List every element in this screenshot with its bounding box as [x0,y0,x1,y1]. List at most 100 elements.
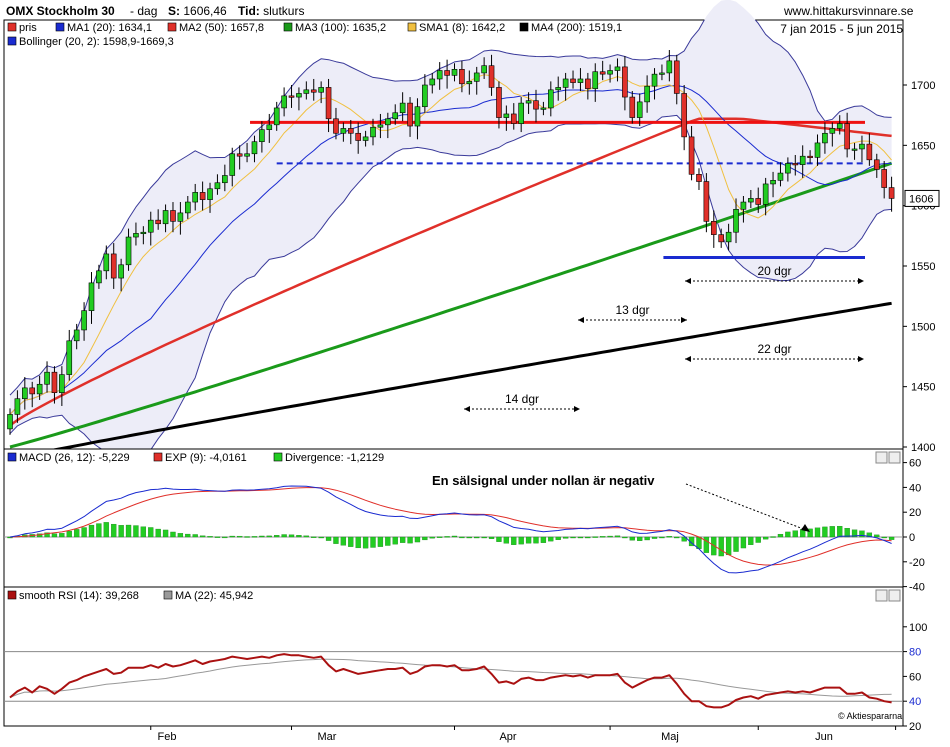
candle [22,387,28,400]
span-20-label: 20 dgr [757,264,791,278]
macd-panel: -40 -20 0 20 40 60 En sälsignal under nollan ä… [3,448,925,594]
macd-y-tick-label: 40 [909,482,921,494]
candle [873,159,880,170]
divergence-bar [81,527,87,538]
legend-main-label: MA1 (20): 1634,1 [67,22,152,34]
divergence-bar [96,523,102,538]
divergence-bar [377,536,384,547]
x-tick-label: Apr [499,731,516,743]
rsi-y-tick-label: 100 [909,622,927,634]
candle [177,212,184,222]
divergence-bar [140,526,147,538]
divergence-bar [481,536,487,539]
divergence-bar [740,536,747,549]
legend-main-swatch [7,22,17,32]
candle [799,155,806,165]
span-22-arrow-right [858,356,864,362]
candle [296,93,302,98]
divergence-bar [496,536,502,542]
divergence-bar [585,536,591,539]
settings-icon [888,589,901,602]
candle [725,231,732,243]
divergence-bar [407,536,413,544]
rsi-y-tick-label: 60 [909,671,921,683]
candle [659,72,665,75]
ma20-line [9,85,892,415]
candle [740,201,747,210]
divergence-bar [392,536,398,545]
divergence-bar [118,525,124,538]
candle [473,72,480,82]
candle [222,175,228,184]
candle [629,96,636,118]
date-range: 7 jan 2015 - 5 jun 2015 [780,22,903,36]
divergence-bar [185,533,191,538]
candle [688,136,695,175]
divergence-bar [881,536,887,539]
candle [481,65,487,74]
candle [385,118,391,126]
divergence-bar [133,525,139,538]
span-22-arrow-left [685,356,691,362]
candle [429,78,436,86]
divergence-bar [518,536,524,545]
candle [777,172,784,181]
candle [259,129,265,143]
divergence-bar [399,536,406,543]
divergence-bar [703,536,710,553]
candle [592,71,599,89]
divergence-bar [162,529,169,538]
legend-main-label: MA3 (100): 1635,2 [295,22,386,34]
candle [548,89,554,109]
divergence-bar [259,535,265,538]
divergence-bar [866,532,873,538]
candle [103,253,110,272]
divergence-bar [362,536,369,549]
candle [251,141,258,155]
divergence-bar [444,536,450,538]
candle [51,371,58,394]
legend-macd-swatch [153,452,163,462]
divergence-bar [814,527,821,538]
divergence-bar [111,523,117,538]
candle [236,153,243,157]
span-20-arrow-right [858,278,864,284]
legend-macd-swatch [273,452,283,462]
site-link[interactable]: www.hittakursvinnare.se [784,4,914,18]
divergence-bar [451,535,458,538]
candle [422,84,428,108]
span-13-arrow-right [681,317,687,323]
candle [266,124,273,130]
candle [644,85,650,103]
title-bar: OMX Stockholm 30 - dag S: 1606,46 Tid: s… [0,0,950,20]
macd-note-pointer [685,483,807,531]
candle [281,95,287,109]
copyright: © Aktiespararna [838,711,902,721]
sma8-line [9,74,892,415]
candle [44,371,50,385]
candle [162,210,169,225]
divergence-bar [614,535,621,538]
candle [29,387,36,395]
divergence-bar [688,536,695,547]
price-plot-area [7,20,895,449]
divergence-bar [577,536,584,539]
candle [140,231,147,235]
candle [792,163,799,166]
candle [733,208,739,233]
candle [518,102,524,124]
legend-main-swatch [519,22,529,32]
divergence-bar [659,536,665,539]
x-tick-label: Feb [158,731,177,743]
y-tick-label: 1550 [911,261,935,273]
candle [836,123,843,129]
candle [192,192,199,203]
candle [510,113,517,124]
divergence-bar [503,536,510,544]
span-14-label: 14 dgr [505,392,539,406]
y-tick-label: 1450 [911,382,935,394]
bollinger-lower [9,114,892,449]
divergence-bar [237,535,243,538]
candle [807,155,813,158]
candle [622,66,628,98]
